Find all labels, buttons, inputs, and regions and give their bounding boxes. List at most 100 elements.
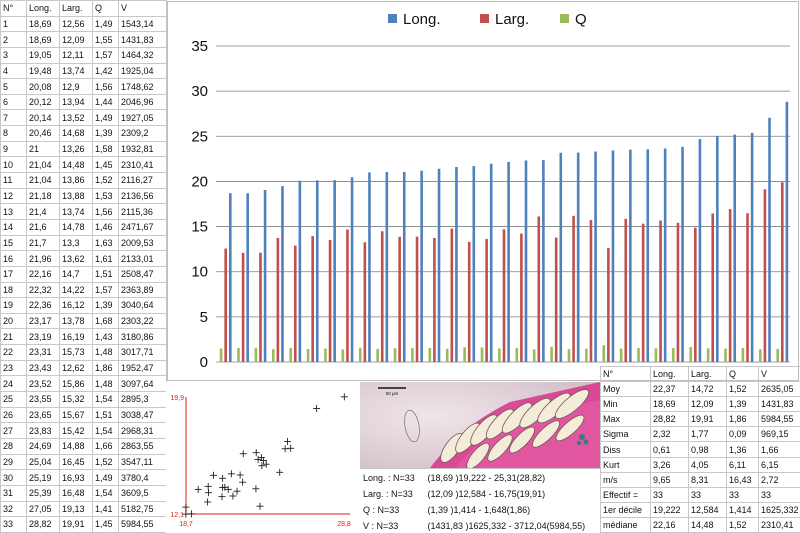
table-cell: Min (600, 396, 651, 413)
table-cell: Kurt (600, 456, 651, 473)
bar-q (254, 347, 258, 362)
table-cell: 1,45 (92, 516, 119, 533)
scatter-point (262, 460, 270, 468)
table-cell: 13,88 (59, 187, 93, 205)
table-cell: 13,26 (59, 140, 93, 158)
x-tick-label: 18,7 (179, 521, 193, 528)
table-cell: 21,04 (26, 172, 60, 189)
bar-q (306, 348, 310, 362)
table-cell: 1,46 (92, 218, 119, 236)
range-value: (1,39 )1,414 - 1,648(1,86) (427, 505, 531, 515)
table-cell: 9,65 (650, 471, 689, 488)
table-cell: 5182,75 (118, 500, 167, 518)
scatter-point (287, 444, 295, 452)
y-tick-label: 10 (191, 264, 208, 281)
bar-larg (276, 237, 280, 362)
table-cell: 0,98 (688, 441, 727, 458)
table-cell: 1,39 (726, 396, 759, 413)
table-cell: 23,52 (26, 375, 60, 393)
bar-q (654, 348, 658, 362)
table-row: 28 24,69 14,88 1,66 2863,55 (0, 437, 167, 455)
table-cell: 1,58 (92, 140, 119, 158)
table-cell: 6 (0, 93, 27, 111)
table-cell: 16,19 (59, 328, 93, 346)
table-cell: 14,88 (59, 437, 93, 455)
table-cell: 3180,86 (118, 328, 167, 346)
table-cell: 1927,05 (118, 109, 167, 127)
table-cell: 1,54 (92, 484, 119, 502)
table-cell: 12,09 (688, 396, 727, 413)
bar-q (289, 347, 292, 362)
scatter-point (205, 489, 213, 497)
bar-q (759, 349, 762, 362)
table-cell: 14,22 (59, 281, 93, 299)
bar-long (542, 160, 545, 362)
y-tick-label: 19,9 (170, 395, 184, 402)
table-cell: 1er décile (600, 501, 651, 518)
scatter-point (204, 498, 212, 506)
header-cell: Larg. (59, 0, 93, 17)
table-cell: 3547,11 (118, 453, 167, 471)
table-cell: 1431,83 (118, 31, 167, 48)
bar-long (507, 161, 510, 362)
table-cell: 22,32 (26, 281, 60, 299)
micrograph-drawing: 50 µm (360, 382, 600, 468)
bar-long (472, 166, 476, 362)
bar-long (368, 172, 371, 362)
bar-long (315, 180, 319, 362)
range-summary: Long. : N=33 (18,69 )19,222 - 25,31(28,8… (360, 468, 600, 533)
table-cell: 2310,41 (118, 156, 167, 174)
header-cell: V (758, 365, 800, 383)
bar-q (480, 347, 484, 362)
y-tick-label: 30 (191, 83, 208, 100)
bar-long (629, 149, 632, 362)
table-cell: 2863,55 (118, 437, 167, 455)
table-cell: 1,52 (92, 172, 119, 189)
bar-larg (398, 236, 401, 362)
table-cell: 23,65 (26, 406, 60, 424)
range-label: Larg. : N=33 (363, 489, 413, 499)
scatter-point (252, 485, 260, 493)
bar-q (637, 348, 640, 362)
table-cell: 6,11 (726, 456, 759, 473)
table-row: 20 23,17 13,78 1,68 2303,22 (0, 312, 167, 330)
table-cell: 27,05 (26, 500, 60, 518)
table-row: 2 18,69 12,09 1,55 1431,83 (0, 31, 167, 48)
y-tick-label: 25 (191, 128, 208, 145)
bar-larg (589, 219, 593, 362)
bar-long (559, 152, 563, 362)
table-cell: 20,12 (26, 93, 60, 111)
bar-q (341, 349, 345, 362)
table-cell: 19,91 (688, 411, 727, 428)
table-cell: 1,57 (92, 46, 119, 64)
bar-q (498, 348, 501, 362)
bar-long (437, 168, 441, 362)
table-cell: 3 (0, 46, 27, 64)
bar-larg (311, 236, 314, 362)
table-cell: 33 (650, 486, 689, 503)
bar-long (594, 151, 597, 362)
table-row: médiane 22,16 14,48 1,52 2310,41 (600, 516, 800, 533)
bar-q (706, 348, 710, 362)
table-cell: 19,91 (59, 516, 93, 533)
bar-long (333, 180, 336, 362)
table-cell: 3609,5 (118, 484, 167, 502)
table-cell: 24,69 (26, 437, 60, 455)
table-cell: 2508,47 (118, 265, 167, 283)
table-row: 1er décile 19,222 12,584 1,414 1625,332 (600, 501, 800, 518)
table-cell: 1,41 (92, 500, 119, 518)
table-cell: 1,63 (92, 234, 119, 252)
y-tick-label: 5 (200, 309, 208, 326)
table-cell: 13,74 (59, 62, 93, 80)
header-cell: N° (600, 365, 651, 383)
scatter-point (224, 485, 232, 493)
table-cell: 3780,4 (118, 469, 167, 486)
table-cell: 13,52 (59, 109, 93, 127)
table-cell: 3,26 (650, 456, 689, 473)
range-label: Q : N=33 (363, 505, 400, 515)
table-cell: 10 (0, 156, 27, 174)
bar-long (716, 135, 719, 362)
table-cell: 22,16 (650, 516, 689, 533)
table-row: 19 22,36 16,12 1,39 3040,64 (0, 297, 167, 314)
range-value: (18,69 )19,222 - 25,31(28,82) (427, 473, 546, 483)
